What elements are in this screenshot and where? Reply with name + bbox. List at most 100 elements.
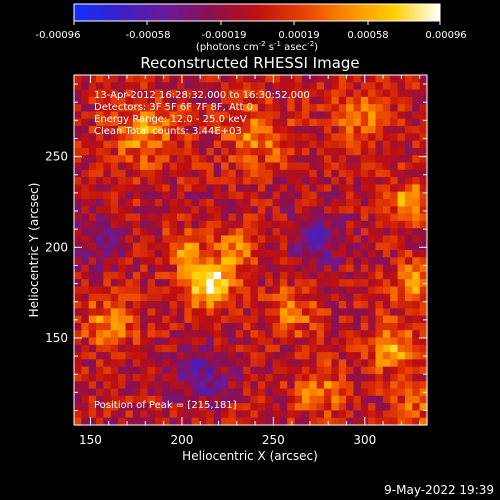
heatmap-cell [360,264,369,273]
heatmap-cell [316,96,325,105]
heatmap-cell [316,257,325,266]
heatmap-cell [360,308,369,317]
heatmap-cell [419,271,428,280]
heatmap-cell [404,177,413,185]
heatmap-cell [338,366,347,375]
heatmap-cell [110,89,119,98]
heatmap-cell [301,359,310,368]
heatmap-cell [118,359,127,368]
heatmap-cell [279,403,288,412]
heatmap-cell [147,373,156,382]
heatmap-cell [110,301,119,309]
heatmap-cell [419,140,428,149]
heatmap-cell [221,410,230,419]
heatmap-cell [132,104,141,113]
heatmap-cell [294,155,303,164]
heatmap-cell [360,373,369,382]
heatmap-cell [250,82,259,91]
heatmap-cell [132,344,141,353]
heatmap-cell [125,257,134,266]
heatmap-cell [176,337,185,346]
heatmap-cell [382,104,391,113]
heatmap-cell [162,198,171,207]
heatmap-cell [294,279,303,288]
heatmap-cell [228,198,237,207]
heatmap-cell [169,242,178,251]
heatmap-cell [132,410,141,419]
heatmap-cell [294,140,303,149]
heatmap-cell [375,198,384,207]
heatmap-cell [88,417,97,426]
heatmap-cell [316,388,325,397]
heatmap-cell [287,147,296,156]
heatmap-cell [184,359,193,368]
heatmap-cell [132,395,141,404]
heatmap-cell [412,126,421,134]
heatmap-cell [118,417,127,426]
heatmap-cell [206,177,215,185]
heatmap-cell [110,315,119,324]
heatmap-cell [346,155,355,164]
heatmap-cell [324,89,332,98]
heatmap-cell [162,155,171,164]
heatmap-cell [250,403,259,412]
heatmap-cell [74,111,82,120]
heatmap-cell [125,213,134,222]
heatmap-cell [228,330,237,339]
annotation-time-range: 13-Apr-2012 16:28:32.000 to 16:30:52.000 [94,90,310,101]
heatmap-cell [338,220,347,229]
heatmap-cell [147,220,156,229]
heatmap-cell [294,75,303,83]
heatmap-cell [279,118,288,127]
heatmap-cell [360,388,369,397]
heatmap-cell [301,417,310,426]
heatmap-cell [191,322,200,331]
heatmap-cell [154,322,163,331]
heatmap-cell [331,352,340,360]
heatmap-cell [162,264,171,273]
heatmap-cell [360,118,369,127]
heatmap-cell [243,330,252,339]
heatmap-cell [199,155,207,164]
heatmap-cell [228,322,237,331]
heatmap-cell [125,126,134,134]
heatmap-cell [301,257,310,266]
heatmap-cell [272,330,281,339]
heatmap-cell [213,417,222,426]
heatmap-cell [346,359,355,368]
heatmap-cell [81,213,90,222]
heatmap-cell [257,235,266,244]
heatmap-cell [199,235,207,244]
heatmap-cell [96,177,105,185]
heatmap-cell [397,381,406,390]
heatmap-cell [265,359,274,368]
heatmap-cell [235,75,244,83]
heatmap-cell [390,293,399,302]
heatmap-cell [147,169,156,178]
heatmap-cell [176,89,185,98]
heatmap-cell [257,96,266,105]
heatmap-cell [74,264,82,273]
heatmap-cell [140,133,149,142]
heatmap-cell [360,147,369,156]
heatmap-cell [154,359,163,368]
heatmap-cell [397,286,406,295]
heatmap-cell [419,206,428,215]
heatmap-cell [243,388,252,397]
heatmap-cell [375,140,384,149]
heatmap-cell [279,155,288,164]
heatmap-cell [213,337,222,346]
heatmap-cell [184,198,193,207]
heatmap-cell [360,344,369,353]
heatmap-cell [184,133,193,142]
heatmap-cell [375,410,384,419]
heatmap-cell [419,169,428,178]
heatmap-cell [353,96,362,105]
heatmap-cell [154,257,163,266]
heatmap-cell [81,140,90,149]
heatmap-cell [96,118,105,127]
heatmap-cell [309,126,318,134]
heatmap-cell [346,388,355,397]
heatmap-cell [74,381,82,390]
heatmap-cell [390,184,399,193]
